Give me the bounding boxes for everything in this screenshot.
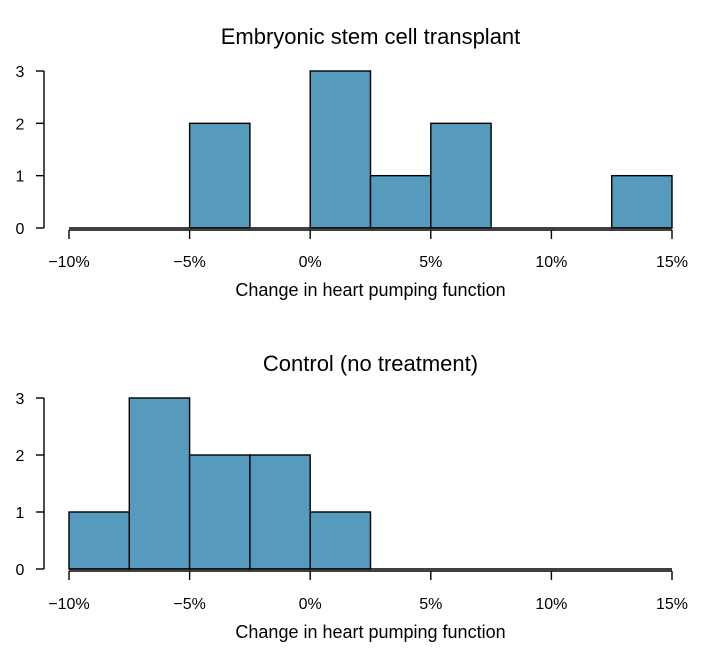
y-tick-label: 2 xyxy=(16,116,25,133)
treatment-histogram: Embryonic stem cell transplant Change in… xyxy=(16,24,688,300)
x-tick-label: 5% xyxy=(419,254,442,271)
x-tick-label: 10% xyxy=(535,254,567,271)
x-tick-label: −5% xyxy=(173,254,205,271)
x-tick-label: −10% xyxy=(48,254,89,271)
histogram-bar xyxy=(128,397,191,570)
histogram-bar xyxy=(430,122,492,229)
x-tick-label: −10% xyxy=(48,596,89,613)
y-tick-label: 1 xyxy=(16,169,25,186)
x-axis-label: Change in heart pumping function xyxy=(235,280,505,300)
histogram-bar xyxy=(309,70,372,229)
histogram-bar xyxy=(188,122,251,229)
histogram-bar xyxy=(188,454,251,570)
y-tick-label: 2 xyxy=(16,448,25,465)
x-tick-label: −5% xyxy=(173,596,205,613)
x-tick-label: 15% xyxy=(656,596,688,613)
x-tick-label: 0% xyxy=(299,254,322,271)
x-axis-label: Change in heart pumping function xyxy=(235,622,505,642)
x-tick-label: 10% xyxy=(535,596,567,613)
y-tick-label: 0 xyxy=(16,562,25,579)
y-tick-label: 0 xyxy=(16,221,25,238)
y-tick-label: 3 xyxy=(16,391,25,408)
y-tick-label: 3 xyxy=(16,64,25,81)
control-histogram: Control (no treatment) Change in heart p… xyxy=(16,351,688,642)
y-tick-label: 1 xyxy=(16,505,25,522)
chart-title: Control (no treatment) xyxy=(263,351,478,376)
x-tick-label: 15% xyxy=(656,254,688,271)
histogram-bar xyxy=(369,174,432,229)
histogram-bar xyxy=(309,511,372,570)
histogram-bar xyxy=(68,511,130,570)
histogram-bar xyxy=(611,174,673,229)
x-tick-label: 0% xyxy=(299,596,322,613)
x-tick-label: 5% xyxy=(419,596,442,613)
chart-title: Embryonic stem cell transplant xyxy=(221,24,521,49)
histogram-bar xyxy=(249,454,311,570)
